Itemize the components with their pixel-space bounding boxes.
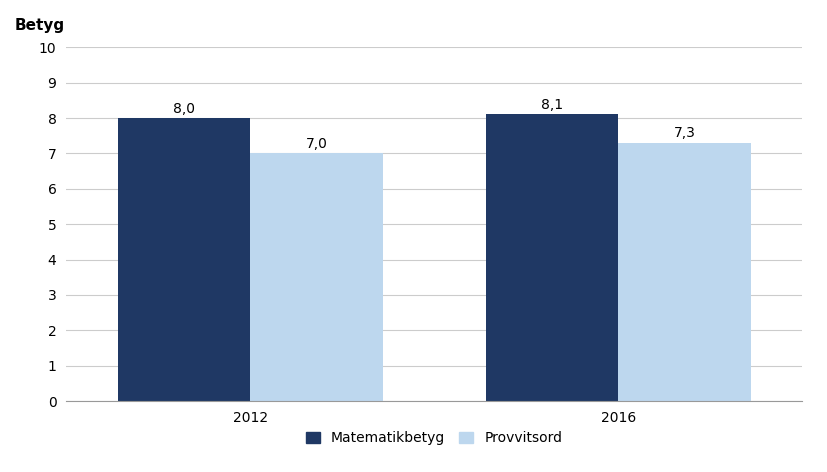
Text: 7,3: 7,3 [673,126,696,140]
Text: 7,0: 7,0 [305,137,327,151]
Bar [485,115,618,401]
Bar [618,143,751,401]
Text: 8,1: 8,1 [541,98,563,112]
Text: 8,0: 8,0 [173,101,195,116]
Bar [117,118,250,401]
Legend: Matematikbetyg, Provvitsord: Matematikbetyg, Provvitsord [300,426,568,451]
Text: Betyg: Betyg [15,18,65,33]
Bar [250,153,383,401]
